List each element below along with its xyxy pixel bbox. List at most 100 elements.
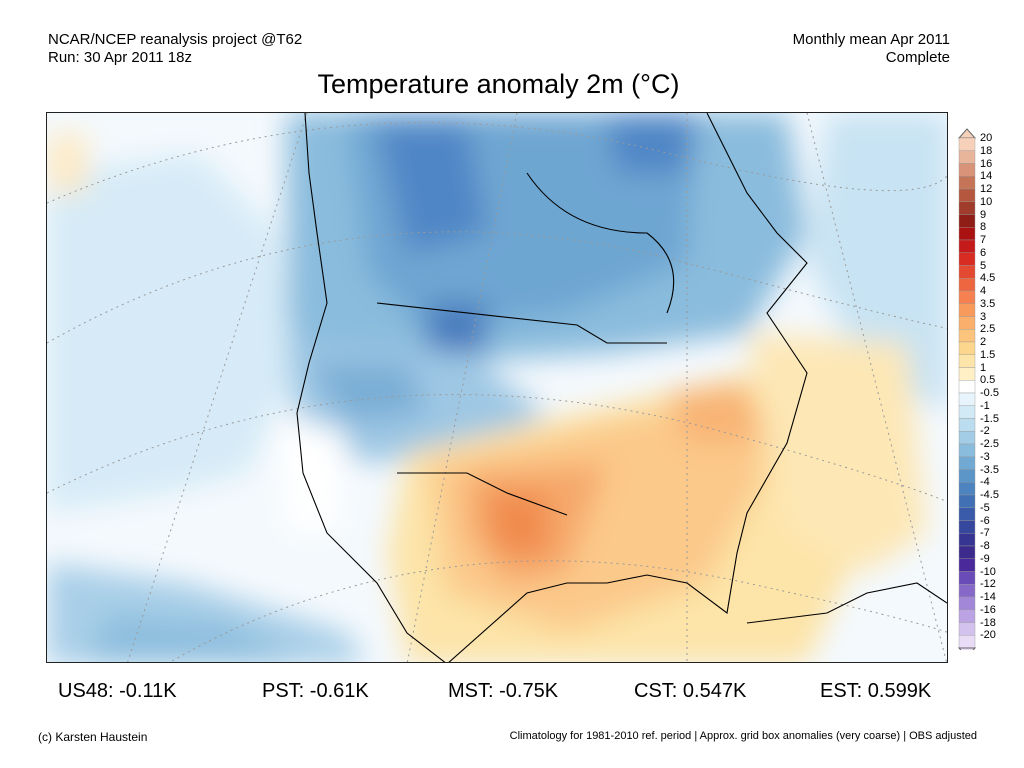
colorbar-tick-label: -0.5 [980, 387, 999, 399]
colorbar-tick-label: 2.5 [980, 323, 996, 336]
map-title: Temperature anomaly 2m (°C) [317, 69, 680, 99]
colorbar-tick-label: -8 [980, 540, 990, 552]
colorbar-tick-label: 7 [980, 234, 987, 246]
colorbar-swatch [958, 329, 976, 343]
colorbar-tick-label: -14 [980, 591, 996, 603]
colorbar-swatch [958, 278, 976, 292]
colorbar-swatch [958, 635, 976, 649]
colorbar-tick-label: 4 [980, 285, 987, 297]
colorbar-swatch [958, 507, 976, 521]
climatology-note: Climatology for 1981-2010 ref. period | … [509, 730, 977, 742]
colorbar-tick-label: -1 [980, 399, 990, 412]
colorbar-tick-label: -7 [980, 527, 990, 540]
colorbar-tick-label: 8 [980, 221, 987, 234]
colorbar-swatch [958, 520, 976, 534]
colorbar-tick-label: 18 [980, 144, 993, 157]
anomaly-map [46, 112, 948, 663]
colorbar-tick-label: -10 [980, 565, 996, 578]
colorbar-swatch [958, 392, 976, 406]
colorbar-swatch [958, 354, 976, 368]
colorbar-swatch [958, 290, 976, 304]
colorbar-tick-label: -1.5 [980, 412, 999, 425]
colorbar-tick-label: 2 [980, 336, 987, 348]
stat-pst: PST: -0.61K [262, 680, 369, 702]
period-label: Monthly mean Apr 2011 [792, 31, 950, 48]
colorbar-tick-label: -18 [980, 616, 996, 629]
colorbar-tick-label: 9 [980, 208, 987, 221]
colorbar-swatch [958, 571, 976, 585]
stat-us48: US48: -0.11K [58, 680, 177, 702]
status-label: Complete [885, 49, 950, 66]
colorbar-swatch [958, 163, 976, 177]
colorbar-tick-label: 20 [980, 132, 993, 144]
colorbar-tick-label: -2.5 [980, 438, 999, 450]
map-canvas [47, 113, 947, 662]
colorbar-tick-label: -3 [980, 450, 990, 463]
colorbar-tick-label: -12 [980, 578, 996, 591]
credit-text: (c) Karsten Haustein [38, 730, 148, 744]
colorbar-swatch [958, 584, 976, 598]
colorbar-tick-label: -20 [980, 629, 996, 642]
colorbar-swatch [958, 214, 976, 228]
colorbar-tick-label: -9 [980, 552, 990, 565]
colorbar-swatch [958, 545, 976, 559]
colorbar-swatch [958, 137, 976, 151]
colorbar-swatch [958, 418, 976, 432]
colorbar-tick-label: 10 [980, 195, 993, 208]
colorbar-swatch [958, 316, 976, 330]
colorbar-swatch [958, 341, 976, 355]
stat-est: EST: 0.599K [820, 680, 932, 702]
colorbar-swatch [958, 367, 976, 381]
colorbar-swatch [958, 201, 976, 215]
colorbar-tick-label: 3 [980, 310, 987, 323]
colorbar-tick-label: 16 [980, 157, 993, 170]
colorbar-swatch [958, 252, 976, 266]
colorbar-tick-label: -16 [980, 603, 996, 616]
colorbar-swatch [958, 188, 976, 202]
colorbar-tick-label: -2 [980, 425, 990, 438]
colorbar-swatch [958, 227, 976, 241]
colorbar-tick-label: 6 [980, 246, 987, 259]
colorbar-swatch [958, 596, 976, 610]
colorbar-swatch [958, 239, 976, 253]
colorbar-tick-label: -4.5 [980, 489, 999, 501]
colorbar-tick-label: 12 [980, 183, 993, 195]
run-label: Run: 30 Apr 2011 18z [48, 49, 192, 66]
stat-cst: CST: 0.547K [634, 680, 747, 702]
colorbar-swatch [958, 609, 976, 623]
colorbar-swatch [958, 150, 976, 164]
anomaly-field [47, 113, 947, 662]
source-label: NCAR/NCEP reanalysis project @T62 [48, 31, 303, 48]
colorbar-tick-label: 1.5 [980, 348, 996, 361]
colorbar-swatch [958, 456, 976, 470]
header-left: NCAR/NCEP reanalysis project @T62 Run: 3… [48, 31, 302, 67]
graticule [47, 113, 947, 662]
colorbar-swatch [958, 265, 976, 279]
colorbar-tick-label: 0.5 [980, 374, 996, 387]
colorbar-swatch [958, 443, 976, 457]
colorbar-tick-label: 1 [980, 361, 987, 374]
colorbar-bottom-arrow [958, 647, 976, 650]
colorbar-swatch [958, 622, 976, 636]
colorbar-swatch [958, 494, 976, 508]
colorbar-tick-label: -3.5 [980, 463, 999, 476]
colorbar-swatch [958, 469, 976, 483]
colorbar-tick-label: 14 [980, 170, 993, 183]
header-right: Monthly mean Apr 2011 Complete [793, 31, 950, 67]
colorbar-swatch [958, 558, 976, 572]
colorbar-tick-label: 5 [980, 259, 987, 272]
colorbar-swatch [958, 482, 976, 496]
colorbar-top-arrow [958, 128, 976, 139]
colorbar-tick-label: 3.5 [980, 297, 996, 310]
colorbar [958, 128, 976, 650]
colorbar-swatch [958, 176, 976, 190]
stat-mst: MST: -0.75K [448, 680, 559, 702]
colorbar-tick-label: 4.5 [980, 272, 996, 285]
colorbar-swatch [958, 533, 976, 547]
colorbar-swatch [958, 431, 976, 445]
colorbar-tick-label: -6 [980, 514, 990, 527]
colorbar-tick-label: -5 [980, 501, 990, 514]
colorbar-swatch [958, 405, 976, 419]
colorbar-swatch [958, 380, 976, 394]
colorbar-swatch [958, 303, 976, 317]
